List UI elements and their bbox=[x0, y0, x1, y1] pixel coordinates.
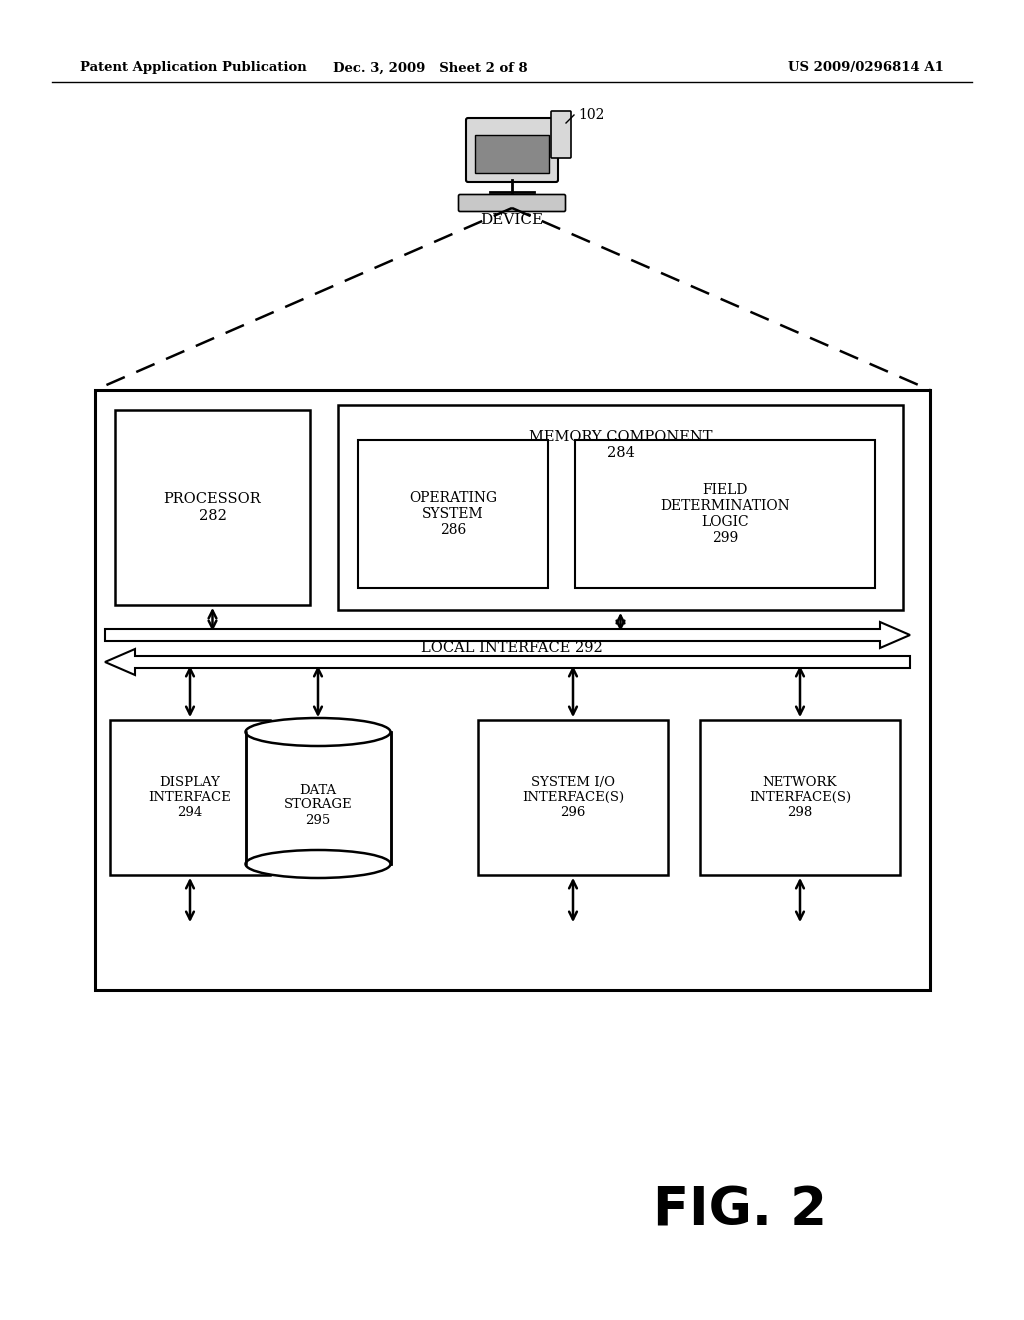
Text: FIELD
DETERMINATION
LOGIC
299: FIELD DETERMINATION LOGIC 299 bbox=[660, 483, 790, 545]
Text: SYSTEM I/O
INTERFACE(S)
296: SYSTEM I/O INTERFACE(S) 296 bbox=[522, 776, 624, 818]
Bar bbox=[358, 440, 548, 587]
Text: NETWORK
INTERFACE(S)
298: NETWORK INTERFACE(S) 298 bbox=[749, 776, 851, 818]
Text: 102: 102 bbox=[578, 108, 604, 121]
Ellipse shape bbox=[246, 718, 390, 746]
Bar bbox=[575, 440, 874, 587]
Bar bbox=[338, 405, 903, 610]
Text: DISPLAY
INTERFACE
294: DISPLAY INTERFACE 294 bbox=[148, 776, 231, 818]
Text: DEVICE: DEVICE bbox=[480, 213, 544, 227]
Ellipse shape bbox=[246, 850, 390, 878]
Text: LOCAL INTERFACE 292: LOCAL INTERFACE 292 bbox=[421, 642, 603, 656]
FancyBboxPatch shape bbox=[466, 117, 558, 182]
Bar bbox=[700, 719, 900, 875]
Bar bbox=[246, 733, 390, 865]
Bar bbox=[110, 719, 270, 875]
Bar bbox=[478, 719, 668, 875]
Text: OPERATING
SYSTEM
286: OPERATING SYSTEM 286 bbox=[409, 491, 497, 537]
Bar bbox=[95, 389, 930, 990]
Bar bbox=[115, 411, 310, 605]
Text: FIG. 2: FIG. 2 bbox=[653, 1184, 827, 1236]
Text: Patent Application Publication: Patent Application Publication bbox=[80, 62, 307, 74]
Text: DATA
STORAGE
295: DATA STORAGE 295 bbox=[284, 784, 352, 826]
Text: US 2009/0296814 A1: US 2009/0296814 A1 bbox=[788, 62, 944, 74]
FancyBboxPatch shape bbox=[551, 111, 571, 158]
Text: Dec. 3, 2009   Sheet 2 of 8: Dec. 3, 2009 Sheet 2 of 8 bbox=[333, 62, 527, 74]
Polygon shape bbox=[105, 622, 910, 648]
Text: MEMORY COMPONENT
284: MEMORY COMPONENT 284 bbox=[528, 430, 713, 461]
Text: PROCESSOR
282: PROCESSOR 282 bbox=[164, 492, 261, 523]
FancyBboxPatch shape bbox=[459, 194, 565, 211]
Polygon shape bbox=[105, 649, 910, 675]
FancyBboxPatch shape bbox=[475, 135, 549, 173]
